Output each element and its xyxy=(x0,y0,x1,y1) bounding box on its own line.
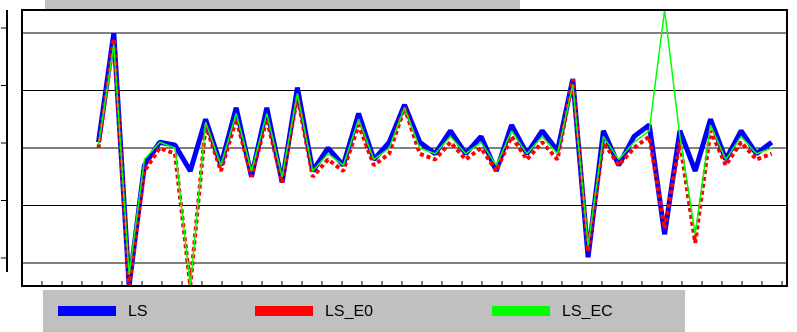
series-line xyxy=(96,38,773,287)
legend-label: LS_E0 xyxy=(325,303,373,320)
legend-label: LS xyxy=(128,303,148,320)
legend-swatch xyxy=(58,306,116,316)
header-bar xyxy=(45,0,520,10)
plot-frame xyxy=(21,9,788,287)
legend-swatch xyxy=(255,306,313,316)
legend-label: LS_EC xyxy=(562,303,613,320)
legend-swatch xyxy=(492,306,550,316)
plot-area xyxy=(22,9,787,287)
series-line xyxy=(97,9,772,287)
legend-box xyxy=(43,290,685,332)
